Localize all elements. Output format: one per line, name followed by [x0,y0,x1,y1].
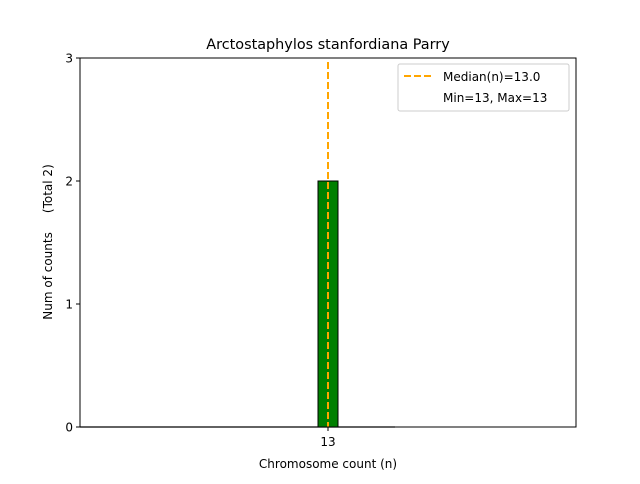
legend: Median(n)=13.0 Min=13, Max=13 [397,63,570,112]
y-tick-label: 3 [65,52,73,66]
x-tick-label: 13 [320,435,335,449]
y-axis-label: Num of counts (Total 2) [41,164,55,319]
legend-entry-minmax: Min=13, Max=13 [443,91,547,105]
y-tick-label: 2 [65,175,73,189]
x-axis-label: Chromosome count (n) [259,457,397,471]
legend-entry-median: Median(n)=13.0 [443,70,540,84]
y-tick-label: 0 [65,421,73,435]
chart-title: Arctostaphylos stanfordiana Parry [206,37,450,53]
legend-box [397,63,570,112]
y-tick-label: 1 [65,298,73,312]
